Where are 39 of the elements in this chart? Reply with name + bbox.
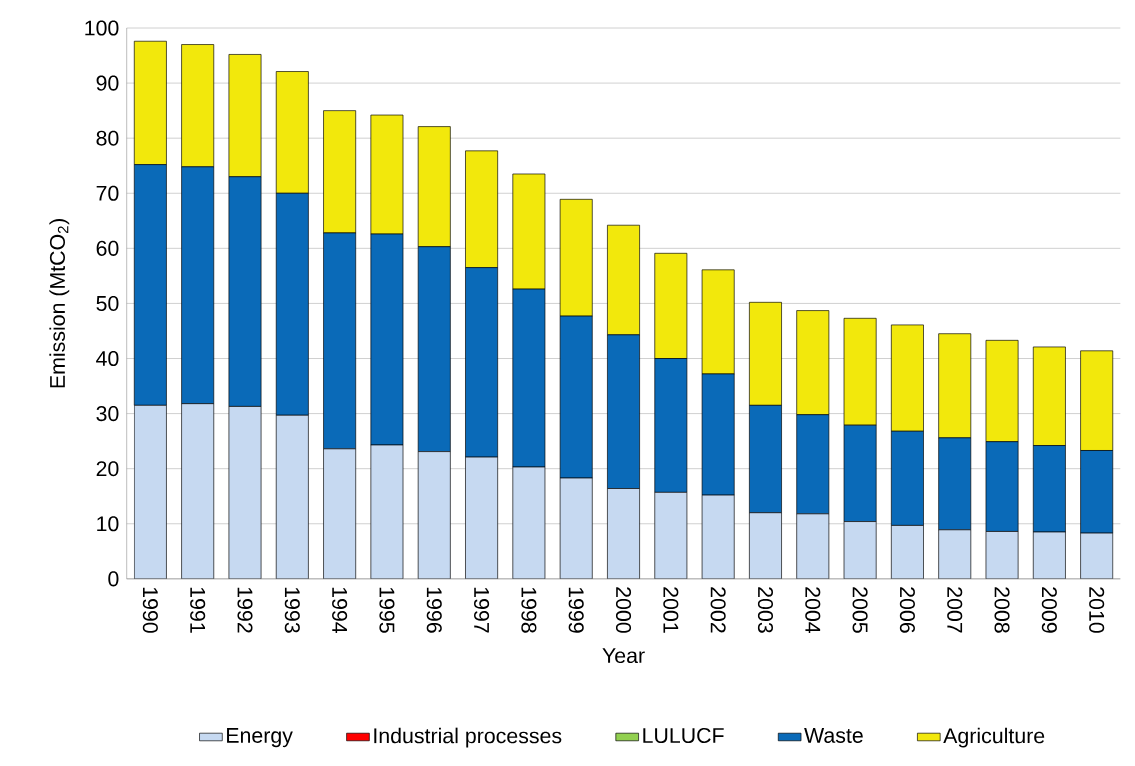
x-tick-label: 1998 <box>521 588 537 633</box>
x-tick-label: 2001 <box>663 587 679 633</box>
x-tick-label: 1995 <box>379 588 395 633</box>
y-tick-label: 90 <box>96 75 119 91</box>
y-tick-label: 10 <box>97 516 119 532</box>
x-tick-label: 2006 <box>899 587 915 633</box>
y-tick-label: 70 <box>96 185 119 202</box>
x-tick-label: 1996 <box>426 588 442 633</box>
x-tick-label: 1991 <box>190 588 206 633</box>
x-tick-label: 1994 <box>332 588 348 634</box>
x-tick-label: 2003 <box>757 587 774 633</box>
y-tick-label: 20 <box>96 461 119 477</box>
x-tick-label: 2000 <box>615 587 632 634</box>
x-tick-label: 2009 <box>1041 587 1057 633</box>
x-tick-label: 2004 <box>805 587 821 634</box>
legend-label: Energy <box>227 728 293 748</box>
x-tick-label: 1990 <box>142 588 158 634</box>
y-tick-label: 40 <box>96 351 119 367</box>
x-tick-label: 1999 <box>568 588 584 633</box>
y-tick-label: 30 <box>96 406 119 422</box>
legend-label: LULUCF <box>643 728 724 744</box>
y-tick-label: 60 <box>96 241 119 257</box>
x-tick-label: 2005 <box>852 587 868 633</box>
x-tick-label: 2010 <box>1089 587 1105 634</box>
legend-label: Waste <box>804 728 863 744</box>
x-tick-label: 1997 <box>474 588 490 633</box>
legend-label: Industrial processes <box>374 727 562 748</box>
x-tick-label: 1993 <box>284 588 300 633</box>
y-tick-label: 50 <box>96 296 119 312</box>
y-tick-label: 80 <box>96 130 119 146</box>
legend-label: Agriculture <box>943 727 1045 748</box>
x-tick-label: 2007 <box>947 587 963 633</box>
y-tick-label: 0 <box>108 571 119 587</box>
x-tick-label: 1992 <box>237 588 253 633</box>
x-axis-title: Year <box>602 648 645 664</box>
y-tick-label: 100 <box>85 20 119 36</box>
x-tick-label: 2008 <box>994 587 1010 633</box>
y-axis-title: Emission (MtCO$_{2}$) <box>49 219 70 388</box>
x-tick-label: 2002 <box>710 587 726 633</box>
